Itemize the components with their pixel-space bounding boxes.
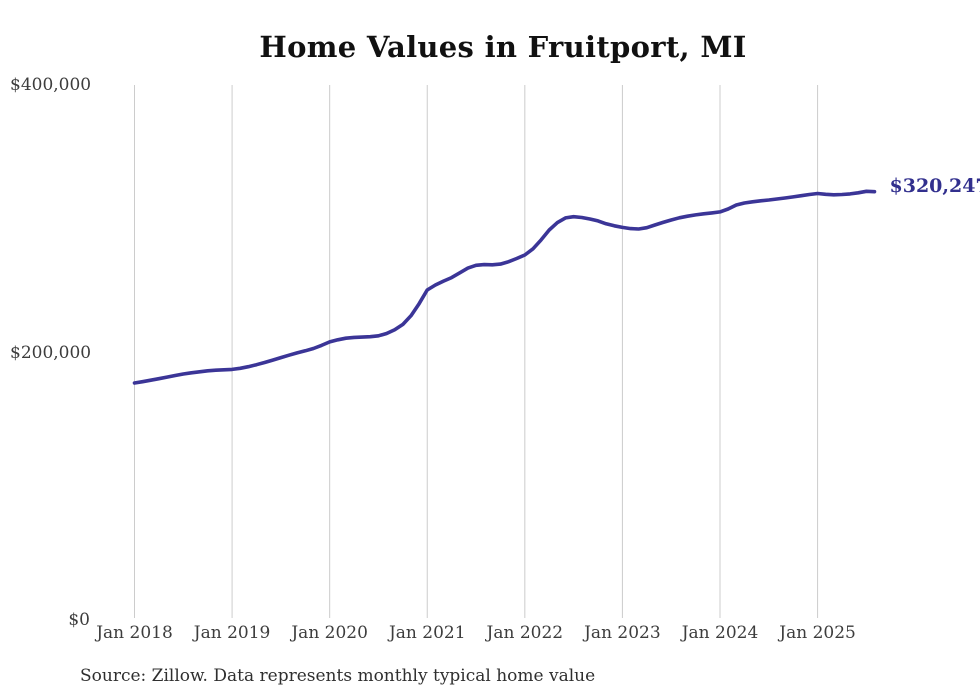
source-note: Source: Zillow. Data represents monthly … bbox=[80, 666, 596, 686]
x-tick-label: Jan 2022 bbox=[486, 623, 564, 643]
x-tick-label: Jan 2024 bbox=[681, 623, 759, 643]
x-tick-label: Jan 2025 bbox=[779, 623, 856, 643]
x-tick-label: Jan 2019 bbox=[193, 623, 271, 643]
x-tick-label: Jan 2018 bbox=[96, 623, 173, 643]
current-value-label: $320,247 bbox=[889, 174, 980, 197]
x-tick-label: Jan 2021 bbox=[388, 623, 466, 643]
y-tick-label: $400,000 bbox=[10, 75, 92, 95]
chart-title: Home Values in Fruitport, MI bbox=[259, 30, 747, 64]
y-tick-label: $0 bbox=[68, 610, 90, 630]
y-tick-label: $200,000 bbox=[10, 342, 92, 363]
value-line bbox=[132, 189, 877, 385]
x-tick-label: Jan 2023 bbox=[584, 623, 661, 643]
x-tick-label: Jan 2020 bbox=[291, 623, 368, 643]
